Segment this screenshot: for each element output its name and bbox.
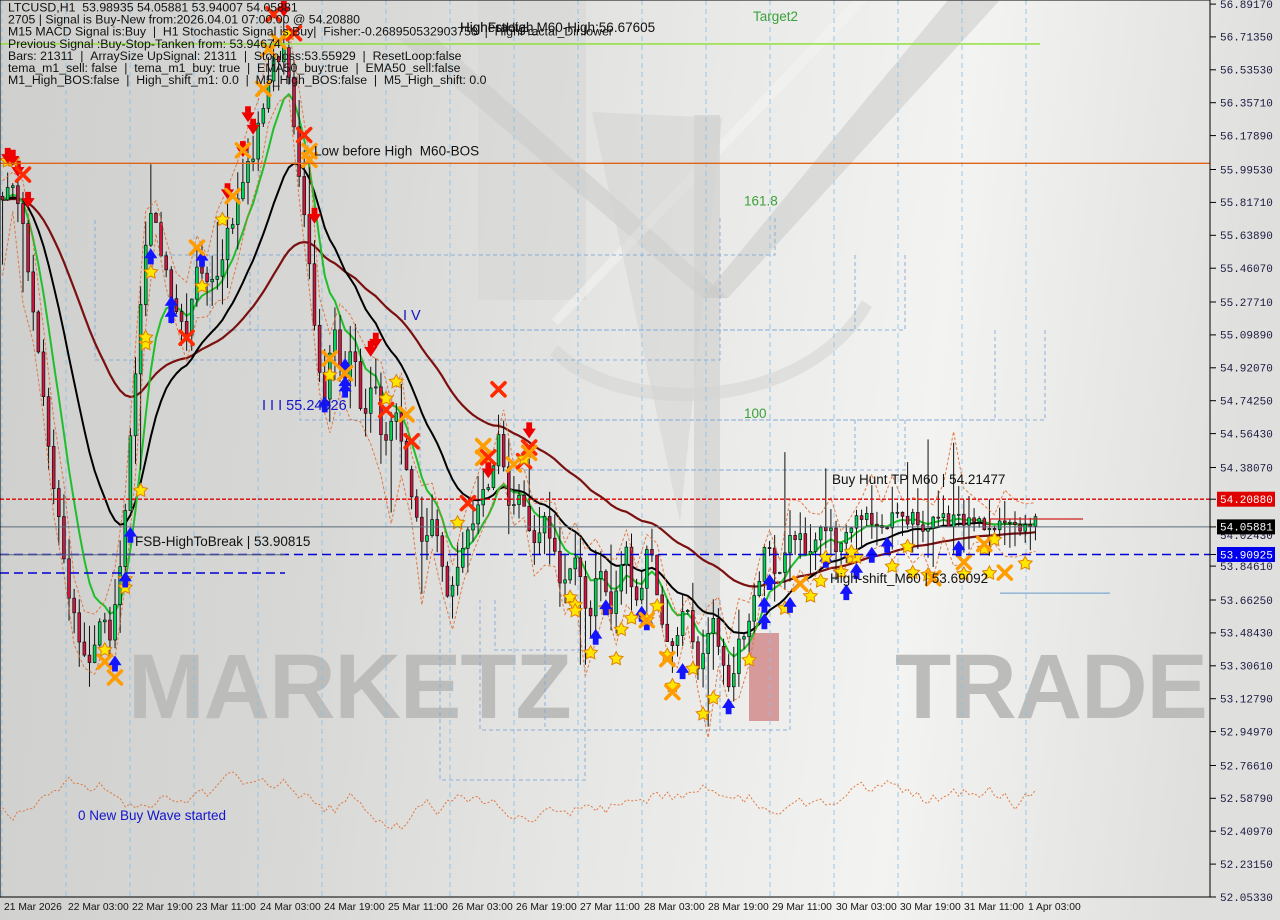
svg-text:24 Mar 03:00: 24 Mar 03:00 — [260, 902, 321, 913]
svg-text:54.38070: 54.38070 — [1220, 463, 1273, 475]
svg-text:53.30610: 53.30610 — [1220, 662, 1273, 674]
svg-text:29 Mar 11:00: 29 Mar 11:00 — [772, 902, 832, 913]
svg-text:54.20880: 54.20880 — [1220, 495, 1273, 507]
svg-text:30 Mar 03:00: 30 Mar 03:00 — [836, 902, 897, 913]
svg-text:53.90925: 53.90925 — [1220, 550, 1273, 562]
svg-text:26 Mar 03:00: 26 Mar 03:00 — [452, 902, 513, 913]
svg-text:28 Mar 19:00: 28 Mar 19:00 — [708, 902, 769, 913]
svg-text:56.89170: 56.89170 — [1220, 0, 1273, 12]
svg-text:52.58790: 52.58790 — [1220, 794, 1273, 806]
svg-text:22 Mar 19:00: 22 Mar 19:00 — [132, 902, 193, 913]
svg-text:54.56430: 54.56430 — [1220, 429, 1273, 441]
svg-text:Low before High M60-BOS: Low before High M60-BOS — [314, 144, 479, 159]
svg-text:Target2: Target2 — [753, 9, 798, 24]
svg-text:26 Mar 19:00: 26 Mar 19:00 — [516, 902, 577, 913]
svg-text:52.94970: 52.94970 — [1220, 727, 1273, 739]
svg-text:56.35710: 56.35710 — [1220, 99, 1273, 111]
svg-text:55.09890: 55.09890 — [1220, 331, 1273, 343]
svg-text:TRADE: TRADE — [895, 636, 1207, 738]
svg-text:56.17890: 56.17890 — [1220, 131, 1273, 143]
svg-text:24 Mar 19:00: 24 Mar 19:00 — [324, 902, 385, 913]
svg-text:100: 100 — [744, 406, 767, 421]
svg-text:161.8: 161.8 — [744, 194, 778, 209]
svg-text:High-shift_M60 | 53.69092: High-shift_M60 | 53.69092 — [830, 571, 988, 586]
svg-text:54.92070: 54.92070 — [1220, 364, 1273, 376]
svg-text:55.99530: 55.99530 — [1220, 165, 1273, 177]
svg-text:FSB-HighToBreak | 53.90815: FSB-HighToBreak | 53.90815 — [135, 534, 310, 549]
svg-text:I I I 55.24026: I I I 55.24026 — [262, 398, 347, 414]
svg-text:52.76610: 52.76610 — [1220, 761, 1273, 773]
svg-text:56.53530: 56.53530 — [1220, 66, 1273, 78]
svg-text:0 New Buy Wave started: 0 New Buy Wave started — [78, 808, 226, 823]
svg-text:1 Apr 03:00: 1 Apr 03:00 — [1028, 902, 1081, 913]
svg-text:53.48430: 53.48430 — [1220, 629, 1273, 641]
svg-text:55.63890: 55.63890 — [1220, 231, 1273, 243]
svg-text:52.40970: 52.40970 — [1220, 827, 1273, 839]
svg-text:53.66250: 53.66250 — [1220, 596, 1273, 608]
svg-text:53.12790: 53.12790 — [1220, 695, 1273, 707]
svg-text:55.46070: 55.46070 — [1220, 264, 1273, 276]
svg-text:27 Mar 11:00: 27 Mar 11:00 — [580, 902, 640, 913]
svg-text:Buy Hunt TP M60 | 54.21477: Buy Hunt TP M60 | 54.21477 — [832, 472, 1005, 487]
svg-text:56.71350: 56.71350 — [1220, 33, 1273, 45]
svg-text:21 Mar 2026: 21 Mar 2026 — [4, 902, 62, 913]
svg-text:M1_High_BOS:false | High_shi: M1_High_BOS:false | High_shift_m1: 0.0 |… — [8, 73, 487, 87]
svg-text:I V: I V — [403, 308, 421, 324]
svg-text:25 Mar 11:00: 25 Mar 11:00 — [388, 902, 448, 913]
svg-text:54.74250: 54.74250 — [1220, 397, 1273, 409]
svg-text:52.23150: 52.23150 — [1220, 860, 1273, 872]
svg-text:28 Mar 03:00: 28 Mar 03:00 — [644, 902, 705, 913]
svg-text:30 Mar 19:00: 30 Mar 19:00 — [900, 902, 961, 913]
svg-text:23 Mar 11:00: 23 Mar 11:00 — [196, 902, 256, 913]
svg-text:55.27710: 55.27710 — [1220, 298, 1273, 310]
svg-text:52.05330: 52.05330 — [1220, 893, 1273, 905]
svg-text:31 Mar 11:00: 31 Mar 11:00 — [964, 902, 1024, 913]
svg-text:22 Mar 03:00: 22 Mar 03:00 — [68, 902, 129, 913]
svg-text:55.81710: 55.81710 — [1220, 198, 1273, 210]
svg-text:54.05881: 54.05881 — [1220, 523, 1273, 535]
svg-text:53.84610: 53.84610 — [1220, 562, 1273, 574]
